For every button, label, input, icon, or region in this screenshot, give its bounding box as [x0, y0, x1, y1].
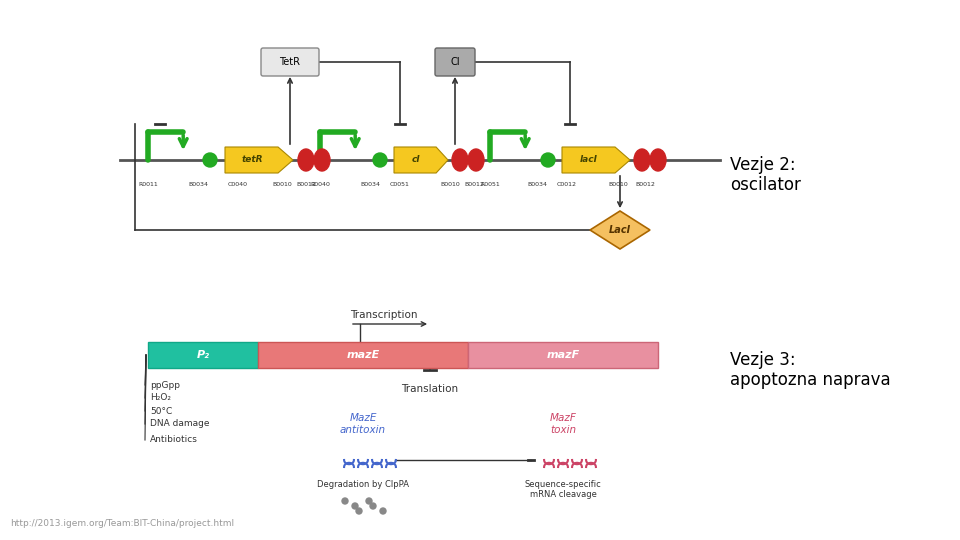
Text: R0040: R0040: [310, 182, 330, 187]
Circle shape: [203, 153, 217, 167]
Circle shape: [356, 508, 362, 514]
Text: B0010: B0010: [440, 182, 460, 187]
Circle shape: [370, 503, 376, 509]
Polygon shape: [225, 147, 293, 173]
Circle shape: [373, 153, 387, 167]
FancyBboxPatch shape: [261, 48, 319, 76]
Text: ppGpp: ppGpp: [150, 381, 180, 389]
Polygon shape: [562, 147, 630, 173]
Text: H₂O₂: H₂O₂: [150, 394, 171, 402]
Text: B0034: B0034: [360, 182, 380, 187]
Ellipse shape: [298, 149, 314, 171]
Circle shape: [366, 498, 372, 504]
Text: Antibiotics: Antibiotics: [150, 435, 198, 444]
Text: CI: CI: [450, 57, 460, 67]
Text: C0051: C0051: [390, 182, 410, 187]
Ellipse shape: [634, 149, 650, 171]
Text: R0011: R0011: [138, 182, 157, 187]
Bar: [258, 342, 468, 368]
Text: B0012: B0012: [296, 182, 316, 187]
Text: lacI: lacI: [580, 156, 598, 165]
Ellipse shape: [452, 149, 468, 171]
Text: B0034: B0034: [527, 182, 547, 187]
Circle shape: [352, 503, 358, 509]
Text: Translation: Translation: [401, 384, 459, 394]
Text: mazE: mazE: [347, 350, 379, 360]
Circle shape: [541, 153, 555, 167]
Text: B0010: B0010: [608, 182, 628, 187]
Text: Sequence-specific
mRNA cleavage: Sequence-specific mRNA cleavage: [524, 480, 601, 500]
Text: Vezje 2:
oscilator: Vezje 2: oscilator: [730, 156, 801, 194]
Text: B0012: B0012: [464, 182, 484, 187]
Text: R0051: R0051: [480, 182, 500, 187]
Text: cI: cI: [411, 156, 420, 165]
Text: http://2013.igem.org/Team:BIT-China/project.html: http://2013.igem.org/Team:BIT-China/proj…: [10, 519, 234, 528]
Bar: [148, 342, 258, 368]
Ellipse shape: [314, 149, 330, 171]
Text: 50°C: 50°C: [150, 407, 172, 415]
Text: C0012: C0012: [557, 182, 577, 187]
Circle shape: [380, 508, 386, 514]
Text: C0040: C0040: [228, 182, 248, 187]
Polygon shape: [590, 211, 650, 249]
Text: B0034: B0034: [188, 182, 208, 187]
Circle shape: [342, 498, 348, 504]
Text: B0012: B0012: [636, 182, 655, 187]
FancyBboxPatch shape: [435, 48, 475, 76]
Text: DNA damage: DNA damage: [150, 420, 209, 429]
Text: MazF
toxin: MazF toxin: [549, 413, 576, 435]
Text: Transcription: Transcription: [350, 310, 418, 320]
Text: B0010: B0010: [272, 182, 292, 187]
Text: LacI: LacI: [609, 225, 631, 235]
Text: P₂: P₂: [197, 350, 209, 360]
Text: Vezje 3:
apoptozna naprava: Vezje 3: apoptozna naprava: [730, 350, 891, 389]
Text: tetR: tetR: [242, 156, 263, 165]
Ellipse shape: [650, 149, 666, 171]
Polygon shape: [394, 147, 448, 173]
Bar: [468, 342, 658, 368]
Text: MazE
antitoxin: MazE antitoxin: [340, 413, 386, 435]
Ellipse shape: [468, 149, 484, 171]
Text: Degradation by ClpPA: Degradation by ClpPA: [317, 480, 409, 489]
Text: mazF: mazF: [546, 350, 580, 360]
Text: TetR: TetR: [279, 57, 300, 67]
